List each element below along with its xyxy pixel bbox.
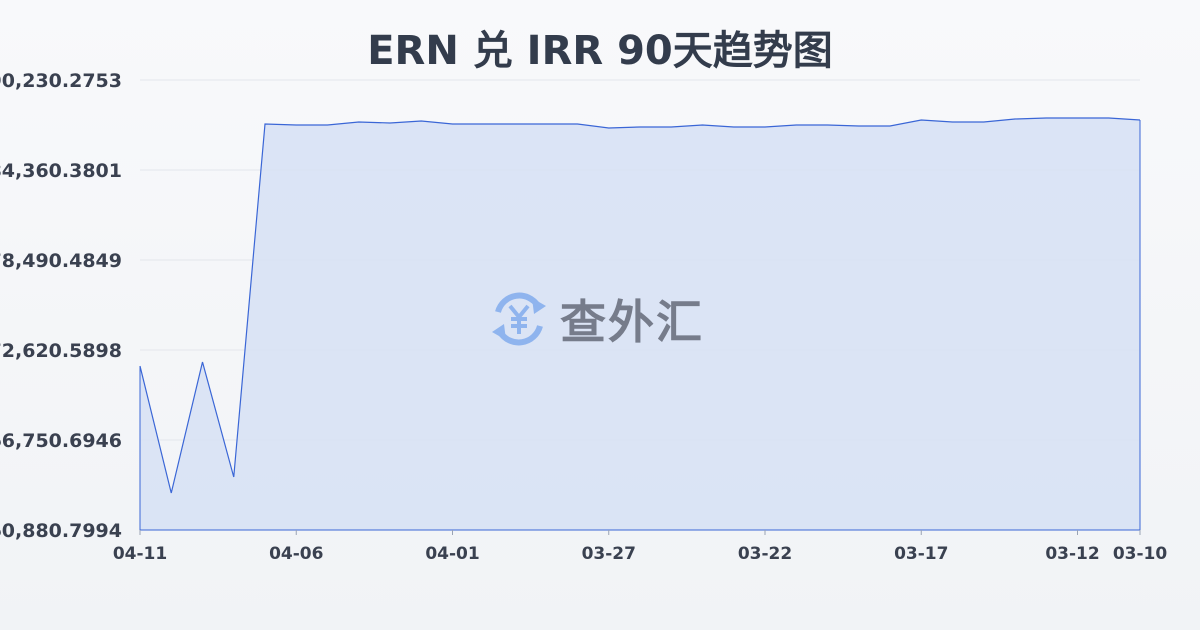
- y-tick-label: 66,750.6946: [0, 430, 122, 452]
- chart-title: ERN 兑 IRR 90天趋势图: [367, 28, 833, 74]
- x-tick-label: 03-17: [894, 544, 948, 564]
- y-tick-label: 78,490.4849: [0, 250, 122, 272]
- y-tick-label: 84,360.3801: [0, 160, 122, 182]
- watermark: 查外汇: [488, 286, 704, 352]
- x-tick-label: 03-27: [582, 544, 636, 564]
- x-tick-label: 03-22: [738, 544, 792, 564]
- y-tick-label: 90,230.2753: [0, 70, 122, 92]
- area-fill: [140, 117, 1140, 531]
- y-tick-label: 60,880.7994: [0, 520, 122, 542]
- y-tick-label: 72,620.5898: [0, 340, 122, 362]
- x-tick-label: 03-12: [1045, 544, 1099, 564]
- watermark-text: 查外汇: [560, 295, 704, 349]
- x-tick-label: 04-06: [269, 544, 323, 564]
- yen-exchange-icon: [492, 292, 546, 346]
- x-tick-label: 04-01: [425, 544, 479, 564]
- x-tick-label: 04-11: [113, 544, 167, 564]
- x-tick-label: 03-10: [1113, 544, 1168, 564]
- series-line: [139, 117, 1141, 494]
